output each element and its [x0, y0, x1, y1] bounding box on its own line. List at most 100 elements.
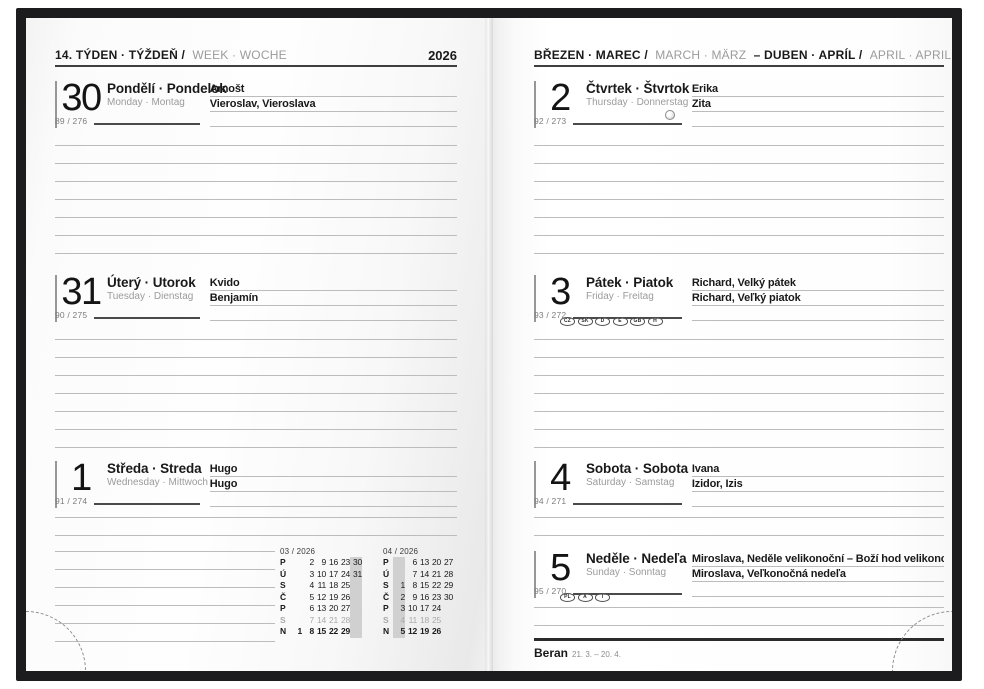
- current-week-highlight: [350, 557, 362, 638]
- calendar-date: 18: [419, 614, 429, 625]
- calendar-date: 12: [316, 591, 326, 602]
- day-of-year-label: 94 / 271: [534, 496, 567, 506]
- ruled-line: [534, 411, 944, 412]
- weekday-label: S: [383, 614, 389, 625]
- day-of-year-label: 95 / 270: [534, 586, 567, 596]
- entry-line: Richard, Veľký piatok: [691, 291, 944, 306]
- name-day-entries: Kvido Benjamín: [209, 276, 457, 321]
- day-left-bar: [55, 275, 57, 322]
- calendar-date: 23: [340, 557, 350, 567]
- name-day-entries: Hugo Hugo: [209, 462, 457, 507]
- ruled-line: [55, 339, 457, 340]
- weekday-label: N: [280, 626, 287, 636]
- day-name-english-german: Wednesday · Mittwoch: [107, 477, 208, 488]
- day-number: 31: [61, 271, 102, 313]
- calendar-date: 30: [443, 591, 453, 602]
- calendar-date: 20: [328, 603, 338, 613]
- entry-line: Hugo: [209, 462, 457, 477]
- day-left-bar: [534, 81, 536, 128]
- day-number: 5: [550, 547, 571, 589]
- entry-text: Kvido: [209, 277, 240, 289]
- week-title-bold: 14. TÝDEN · TÝŽDEŇ /: [55, 48, 186, 62]
- calendar-date: 9: [321, 557, 326, 567]
- entry-line: Miroslava, Neděle velikonoční – Boží hod…: [691, 552, 944, 567]
- holiday-flag-e: E: [612, 317, 628, 326]
- weekday-label: P: [280, 603, 286, 613]
- day-of-year-label: 91 / 274: [55, 496, 88, 506]
- day-rule-dark: [573, 593, 682, 595]
- ruled-line: [55, 411, 457, 412]
- calendar-date: 8: [412, 580, 417, 590]
- day-block-1: 1 Středa · Streda Wednesday · Mittwoch 91 /…: [55, 458, 457, 545]
- ruled-line: [55, 145, 457, 146]
- day-of-year-row: 95 / 270: [534, 586, 682, 596]
- ruled-line: [534, 339, 944, 340]
- day-block-2: 2 Čtvrtek · Štvrtok Thursday · Donnerstag 9…: [534, 78, 944, 272]
- day-name-czech-slovak: Středa · Streda: [107, 461, 202, 476]
- day-of-year-label: 92 / 273: [534, 116, 567, 126]
- holiday-country-flags: CZ SK D E GB H: [560, 317, 663, 326]
- entry-line: [209, 112, 457, 127]
- mini-calendar-row-č: Č 2 9 16 23 30: [383, 592, 467, 604]
- weekday-label: Ú: [280, 568, 287, 579]
- months-bold-1: BŘEZEN · MAREC /: [534, 48, 648, 62]
- calendar-date: 24: [340, 568, 350, 579]
- calendar-date: 22: [328, 626, 338, 636]
- entry-text: Arnošt: [209, 83, 245, 95]
- day-name: Sobota · Sobota Saturday · Samstag: [586, 461, 688, 489]
- ruled-line: [55, 199, 457, 200]
- calendar-date: 12: [407, 626, 417, 636]
- ruled-line: [534, 375, 944, 376]
- ruled-lines: [534, 78, 944, 272]
- calendar-date: 21: [328, 614, 338, 625]
- ruled-line: [55, 253, 457, 254]
- page-left-content: 14. TÝDEN · TÝŽDEŇ / WEEK · WOCHE 2026 3…: [55, 18, 457, 671]
- calendar-date: 19: [419, 626, 429, 636]
- mini-calendar-march: 03 / 2026 P 2 9 16 23 30 Ú 3 10 17 24 31 S 4 11 18 25 Č 5 12…: [280, 546, 364, 638]
- calendar-date: 17: [419, 603, 429, 613]
- ruled-line: [55, 517, 457, 518]
- day-of-year-label: 89 / 276: [55, 116, 88, 126]
- day-left-bar: [55, 461, 57, 508]
- ruled-line: [534, 145, 944, 146]
- weekday-label: N: [383, 626, 390, 636]
- day-block-3: 3 Pátek · Piatok Friday · Freitag 93 / 272 C…: [534, 272, 944, 458]
- header-rule: [55, 65, 457, 67]
- ruled-lines: [55, 458, 457, 545]
- day-of-year-label: 90 / 275: [55, 310, 88, 320]
- entry-line: [691, 112, 944, 127]
- entry-text: Benjamín: [209, 292, 259, 304]
- holiday-country-flags: PL A I: [560, 593, 610, 602]
- mini-calendar-title: 03 / 2026: [280, 547, 316, 556]
- entry-text: Miroslava, Neděle velikonoční – Boží hod…: [691, 553, 944, 565]
- ruled-line: [55, 551, 275, 552]
- ruled-line: [534, 517, 944, 518]
- name-day-entries: Arnošt Vieroslav, Vieroslava: [209, 82, 457, 127]
- months-bold-2: – DUBEN · APRÍL /: [753, 48, 863, 62]
- ruled-line: [534, 163, 944, 164]
- entry-line: Miroslava, Veľkonočná nedeľa: [691, 567, 944, 582]
- ruled-lines: [55, 272, 457, 458]
- ruled-line: [55, 393, 457, 394]
- mini-calendar-row-n: N 5 12 19 26: [383, 626, 467, 638]
- page-left: 14. TÝDEN · TÝŽDEŇ / WEEK · WOCHE 2026 3…: [26, 18, 489, 671]
- day-name-english-german: Saturday · Samstag: [586, 477, 675, 488]
- day-name-english-german: Friday · Freitag: [586, 291, 654, 302]
- mini-calendar-row-ú: Ú 3 10 17 24 31: [280, 569, 364, 581]
- calendar-date: 30: [352, 557, 362, 567]
- day-of-year-row: 90 / 275: [55, 310, 200, 320]
- ruled-line: [55, 217, 457, 218]
- calendar-date: 11: [317, 580, 327, 590]
- holiday-flag-i: I: [595, 593, 610, 602]
- ruled-line: [55, 163, 457, 164]
- ruled-line: [534, 253, 944, 254]
- day-name: Středa · Streda Wednesday · Mittwoch: [107, 461, 208, 489]
- name-day-entries: Erika Zita: [691, 82, 944, 127]
- zodiac-name: Beran: [534, 646, 569, 660]
- mini-calendar-title: 04 / 2026: [383, 547, 419, 556]
- page-right: BŘEZEN · MAREC / MARCH · MÄRZ – DUBEN · …: [489, 18, 952, 671]
- ruled-line: [534, 625, 944, 626]
- ruled-line: [55, 429, 457, 430]
- entry-line: Kvido: [209, 276, 457, 291]
- day-rule-dark: [573, 503, 682, 505]
